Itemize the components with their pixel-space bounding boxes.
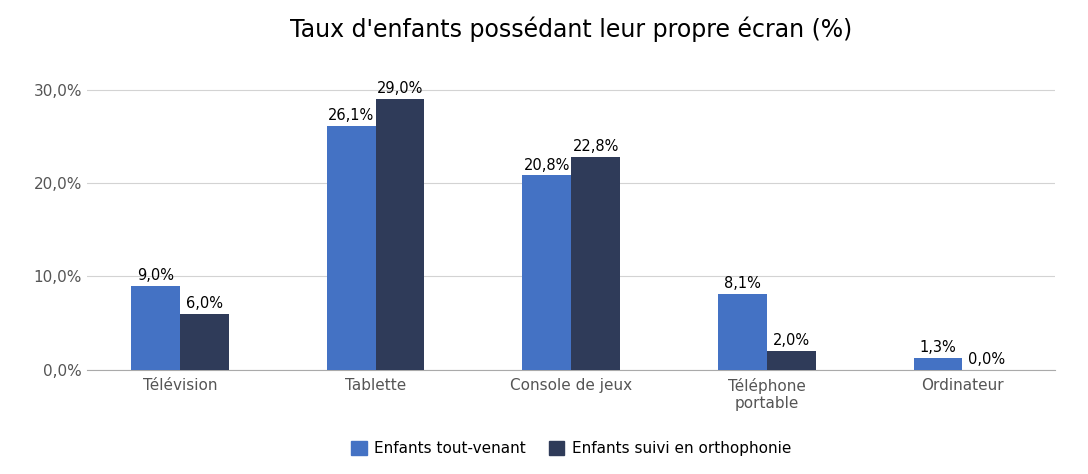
Text: 2,0%: 2,0% (772, 333, 809, 348)
Bar (718, 294, 767, 370)
Text: 1,3%: 1,3% (919, 340, 956, 355)
Bar (180, 314, 228, 370)
Legend: Enfants tout-venant, Enfants suivi en orthophonie: Enfants tout-venant, Enfants suivi en or… (345, 435, 798, 462)
Text: 6,0%: 6,0% (186, 296, 223, 311)
Bar (914, 357, 963, 370)
Text: 22,8%: 22,8% (572, 139, 619, 154)
Text: 20,8%: 20,8% (523, 158, 570, 173)
Bar (326, 126, 375, 370)
Text: 29,0%: 29,0% (376, 81, 423, 96)
Text: 26,1%: 26,1% (327, 108, 374, 123)
Bar (522, 175, 571, 370)
Text: 8,1%: 8,1% (724, 276, 761, 292)
Bar (131, 286, 180, 370)
Text: 0,0%: 0,0% (968, 352, 1005, 367)
Bar (571, 157, 620, 370)
Bar (375, 99, 424, 370)
Text: 9,0%: 9,0% (137, 268, 174, 283)
Bar (767, 351, 816, 370)
Title: Taux d'enfants possédant leur propre écran (%): Taux d'enfants possédant leur propre écr… (290, 17, 852, 43)
